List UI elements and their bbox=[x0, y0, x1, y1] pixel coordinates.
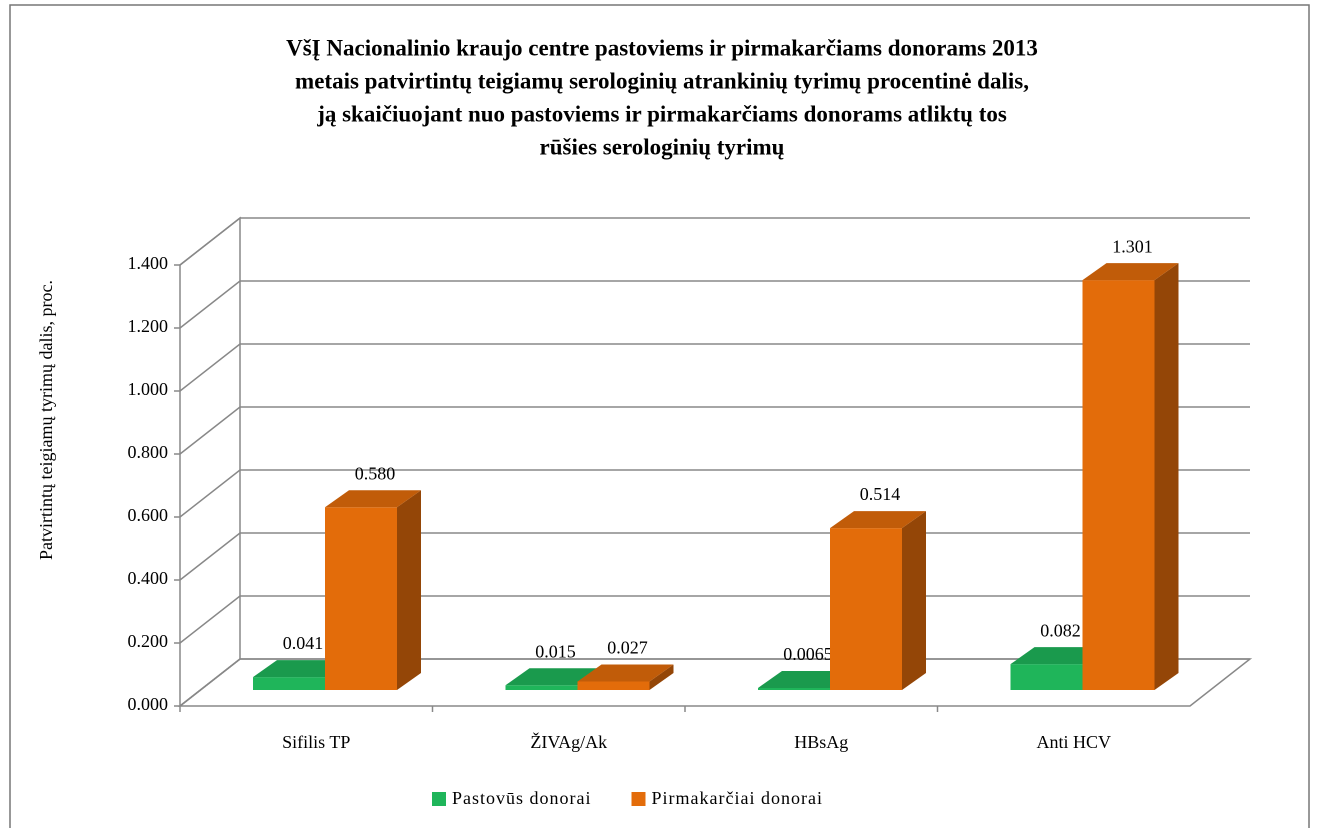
value-label: 0.082 bbox=[1040, 620, 1081, 640]
bar-top bbox=[1082, 263, 1179, 281]
y-tick-label: 0.000 bbox=[128, 694, 169, 714]
bar-side bbox=[397, 490, 421, 690]
bar-top bbox=[505, 668, 602, 686]
back-wall bbox=[179, 216, 241, 707]
chart-title: VšĮ Nacionalinio kraujo centre pastoviem… bbox=[286, 35, 1038, 60]
y-tick-label: 0.600 bbox=[128, 505, 169, 525]
bar bbox=[325, 490, 421, 690]
chart-title: metais patvirtintų teigiamų serologinių … bbox=[295, 68, 1029, 93]
x-tick-label: ŽIVAg/Ak bbox=[530, 731, 607, 752]
bar-front bbox=[758, 687, 830, 690]
bar-side bbox=[902, 511, 926, 690]
legend-swatch bbox=[631, 792, 646, 806]
bar-front bbox=[325, 507, 397, 690]
bar bbox=[830, 511, 926, 690]
bar-side bbox=[1154, 263, 1179, 690]
bar-top bbox=[325, 490, 421, 508]
x-tick-label: HBsAg bbox=[794, 732, 848, 752]
value-label: 0.0065 bbox=[783, 644, 833, 664]
bar-front bbox=[505, 685, 578, 690]
bar-front bbox=[830, 528, 902, 690]
chart-frame bbox=[9, 4, 1310, 828]
grid-line bbox=[179, 469, 1250, 518]
grid-line bbox=[179, 280, 1250, 329]
y-tick-label: 1.400 bbox=[128, 253, 169, 273]
bar-front bbox=[1010, 664, 1083, 690]
legend-swatch bbox=[432, 792, 446, 806]
y-tick-label: 1.200 bbox=[128, 316, 169, 336]
x-tick-label: Sifilis TP bbox=[282, 732, 350, 752]
bar bbox=[1082, 263, 1179, 690]
y-tick-label: 0.200 bbox=[128, 631, 169, 651]
chart-title: rūšies serologinių tyrimų bbox=[540, 134, 785, 159]
grid-line bbox=[179, 343, 1250, 392]
bar-front bbox=[1082, 280, 1155, 690]
bar-side bbox=[649, 664, 674, 690]
grid-line bbox=[179, 406, 1250, 455]
bar-top bbox=[830, 511, 926, 529]
value-label: 1.301 bbox=[1112, 236, 1153, 256]
value-label: 0.580 bbox=[355, 463, 396, 483]
bar-front bbox=[253, 677, 325, 690]
grid-line bbox=[179, 217, 1250, 266]
y-axis-label: Patvirtintų teigiamų tyrimų dalis, proc. bbox=[36, 280, 56, 560]
value-label: 0.514 bbox=[860, 484, 901, 504]
value-label: 0.015 bbox=[535, 641, 576, 661]
value-label: 0.041 bbox=[283, 633, 324, 653]
x-tick-label: Anti HCV bbox=[1036, 732, 1111, 752]
bar bbox=[577, 664, 674, 690]
legend-label: Pirmakarčiai donorai bbox=[652, 788, 823, 808]
y-tick-label: 1.000 bbox=[128, 379, 169, 399]
bar-top bbox=[577, 664, 674, 682]
value-label: 0.027 bbox=[607, 638, 648, 658]
y-tick-label: 0.800 bbox=[128, 442, 169, 462]
bar-front bbox=[577, 681, 650, 690]
legend-label: Pastovūs donorai bbox=[452, 788, 592, 808]
chart-title: ją skaičiuojant nuo pastoviems ir pirmak… bbox=[316, 101, 1007, 126]
y-tick-label: 0.400 bbox=[128, 568, 169, 588]
